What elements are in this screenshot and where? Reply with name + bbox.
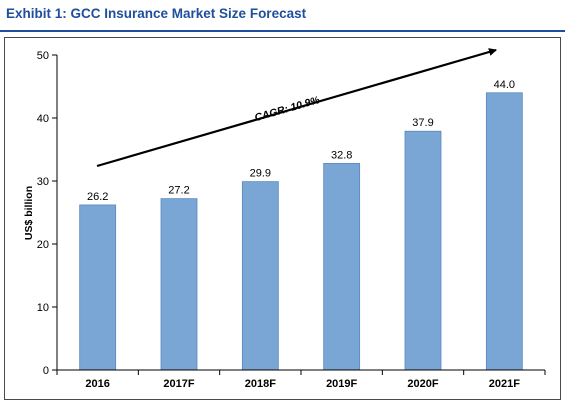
title-divider xyxy=(0,30,565,32)
bar-value-label: 27.2 xyxy=(168,185,189,197)
bar xyxy=(323,162,361,371)
y-tick-label: 50 xyxy=(37,50,49,62)
bar-value-label: 29.9 xyxy=(250,168,271,180)
bar xyxy=(79,204,117,371)
bar xyxy=(404,130,442,371)
bar-value-label: 26.2 xyxy=(87,191,108,203)
bar xyxy=(160,198,198,371)
x-category-label: 2021F xyxy=(489,378,520,390)
cagr-trend-arrow xyxy=(96,48,497,168)
x-category-label: 2019F xyxy=(326,378,357,390)
x-category-label: 2020F xyxy=(407,378,438,390)
y-tick-label: 10 xyxy=(37,302,49,314)
y-tick-label: 0 xyxy=(43,365,49,377)
y-axis: 0 10 20 30 40 50 xyxy=(37,50,58,377)
bar xyxy=(485,92,523,371)
x-category-label: 2018F xyxy=(245,378,276,390)
y-axis-title: US$ billion xyxy=(23,186,35,240)
cagr-label: CAGR: 10.9% xyxy=(253,94,321,124)
x-axis: 2016 2017F 2018F 2019F 2020F 2021F xyxy=(56,369,546,390)
bar-value-label: 32.8 xyxy=(331,149,352,161)
bar-value-label: 37.9 xyxy=(412,117,433,129)
y-tick-label: 40 xyxy=(37,113,49,125)
y-tick-label: 30 xyxy=(37,176,49,188)
bar xyxy=(241,181,279,371)
exhibit-title: Exhibit 1: GCC Insurance Market Size For… xyxy=(6,6,307,21)
x-category-label: 2016 xyxy=(85,378,109,390)
x-category-label: 2017F xyxy=(163,378,194,390)
bar-value-label: 44.0 xyxy=(494,79,515,91)
y-tick-label: 20 xyxy=(37,239,49,251)
bars: 26.2 27.2 29.9 32.8 37.9 44.0 xyxy=(79,79,523,371)
